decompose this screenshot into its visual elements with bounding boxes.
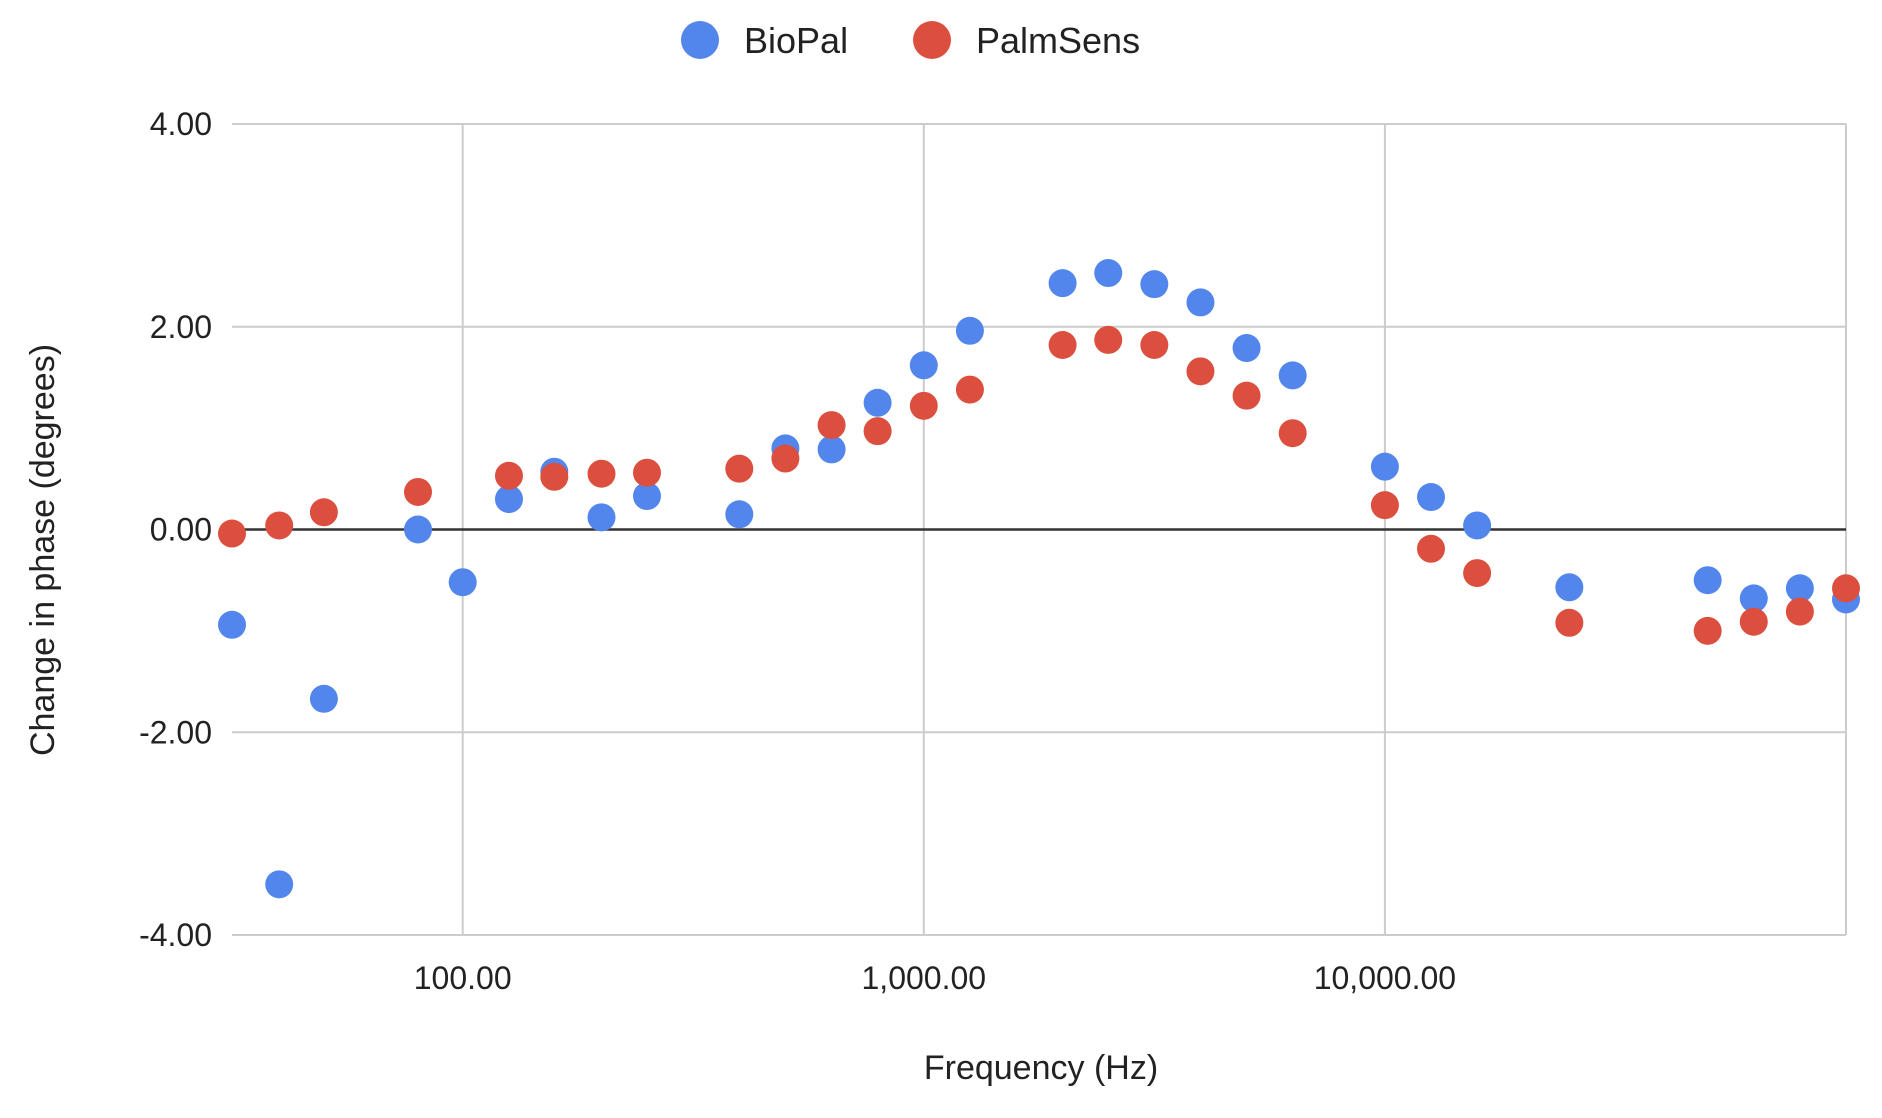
data-point-palmsens [1463, 559, 1492, 588]
data-point-palmsens [909, 391, 938, 420]
data-point-biopal [955, 316, 984, 345]
legend-marker-palmsens [913, 21, 951, 59]
y-axis-title: Change in phase (degrees) [24, 344, 62, 756]
data-point-palmsens [725, 454, 754, 483]
data-point-palmsens [587, 459, 616, 488]
data-point-palmsens [265, 511, 294, 540]
data-point-palmsens [817, 411, 846, 440]
data-point-palmsens [404, 477, 433, 506]
data-point-biopal [494, 485, 523, 514]
data-point-palmsens [1232, 381, 1261, 410]
data-point-biopal [1370, 452, 1399, 481]
data-point-biopal [909, 351, 938, 380]
y-tick-label: 0.00 [150, 512, 212, 548]
x-tick-label: 10,000.00 [1314, 960, 1456, 996]
legend-label-biopal: BioPal [744, 20, 848, 61]
y-tick-label: 4.00 [150, 106, 212, 142]
data-point-biopal [1739, 584, 1768, 613]
legend-label-palmsens: PalmSens [976, 20, 1140, 61]
data-point-biopal [863, 388, 892, 417]
y-tick-label: -2.00 [139, 714, 212, 750]
data-point-biopal [218, 610, 246, 639]
data-point-biopal [265, 870, 294, 899]
x-axis: 100.00 1,000.00 10,000.00 [414, 960, 1456, 996]
data-point-biopal [1555, 573, 1584, 602]
data-point-palmsens [494, 461, 523, 490]
data-point-palmsens [1278, 419, 1307, 448]
data-point-biopal [1417, 483, 1446, 512]
data-point-biopal [817, 435, 846, 464]
data-points [218, 259, 1860, 899]
data-point-palmsens [1417, 534, 1446, 563]
data-point-biopal [1278, 361, 1307, 390]
data-point-palmsens [955, 375, 984, 404]
data-point-palmsens [1094, 325, 1123, 354]
data-point-biopal [1186, 288, 1215, 317]
data-point-palmsens [1555, 608, 1584, 637]
data-point-biopal [1232, 334, 1261, 363]
data-point-palmsens [1832, 574, 1860, 603]
data-point-palmsens [218, 519, 246, 548]
data-point-palmsens [863, 417, 892, 446]
data-point-biopal [1785, 574, 1814, 603]
data-point-biopal [448, 568, 477, 597]
data-point-biopal [587, 503, 616, 532]
data-point-biopal [1693, 566, 1722, 595]
data-point-biopal [1463, 511, 1492, 540]
x-axis-title: Frequency (Hz) [924, 1049, 1158, 1087]
data-point-palmsens [1048, 330, 1077, 359]
data-point-biopal [1094, 259, 1123, 288]
data-point-palmsens [632, 458, 661, 487]
data-point-palmsens [1693, 616, 1722, 645]
data-point-biopal [1140, 270, 1169, 299]
data-point-palmsens [1140, 330, 1169, 359]
data-point-palmsens [309, 498, 338, 527]
legend: BioPal PalmSens [681, 20, 1140, 61]
data-point-palmsens [1186, 357, 1215, 386]
x-tick-label: 1,000.00 [862, 960, 987, 996]
data-point-biopal [404, 515, 433, 544]
x-tick-label: 100.00 [414, 960, 512, 996]
data-point-biopal [1048, 269, 1077, 298]
y-axis: 4.00 2.00 0.00 -2.00 -4.00 [139, 106, 212, 953]
data-point-palmsens [540, 462, 569, 491]
y-tick-label: -4.00 [139, 917, 212, 953]
data-point-biopal [309, 684, 338, 713]
data-point-palmsens [771, 444, 800, 473]
y-tick-label: 2.00 [150, 309, 212, 345]
data-point-palmsens [1370, 491, 1399, 520]
data-point-palmsens [1739, 607, 1768, 636]
data-point-biopal [725, 500, 754, 529]
data-point-palmsens [1785, 597, 1814, 626]
data-point-biopal [632, 482, 661, 511]
legend-marker-biopal [681, 21, 719, 59]
